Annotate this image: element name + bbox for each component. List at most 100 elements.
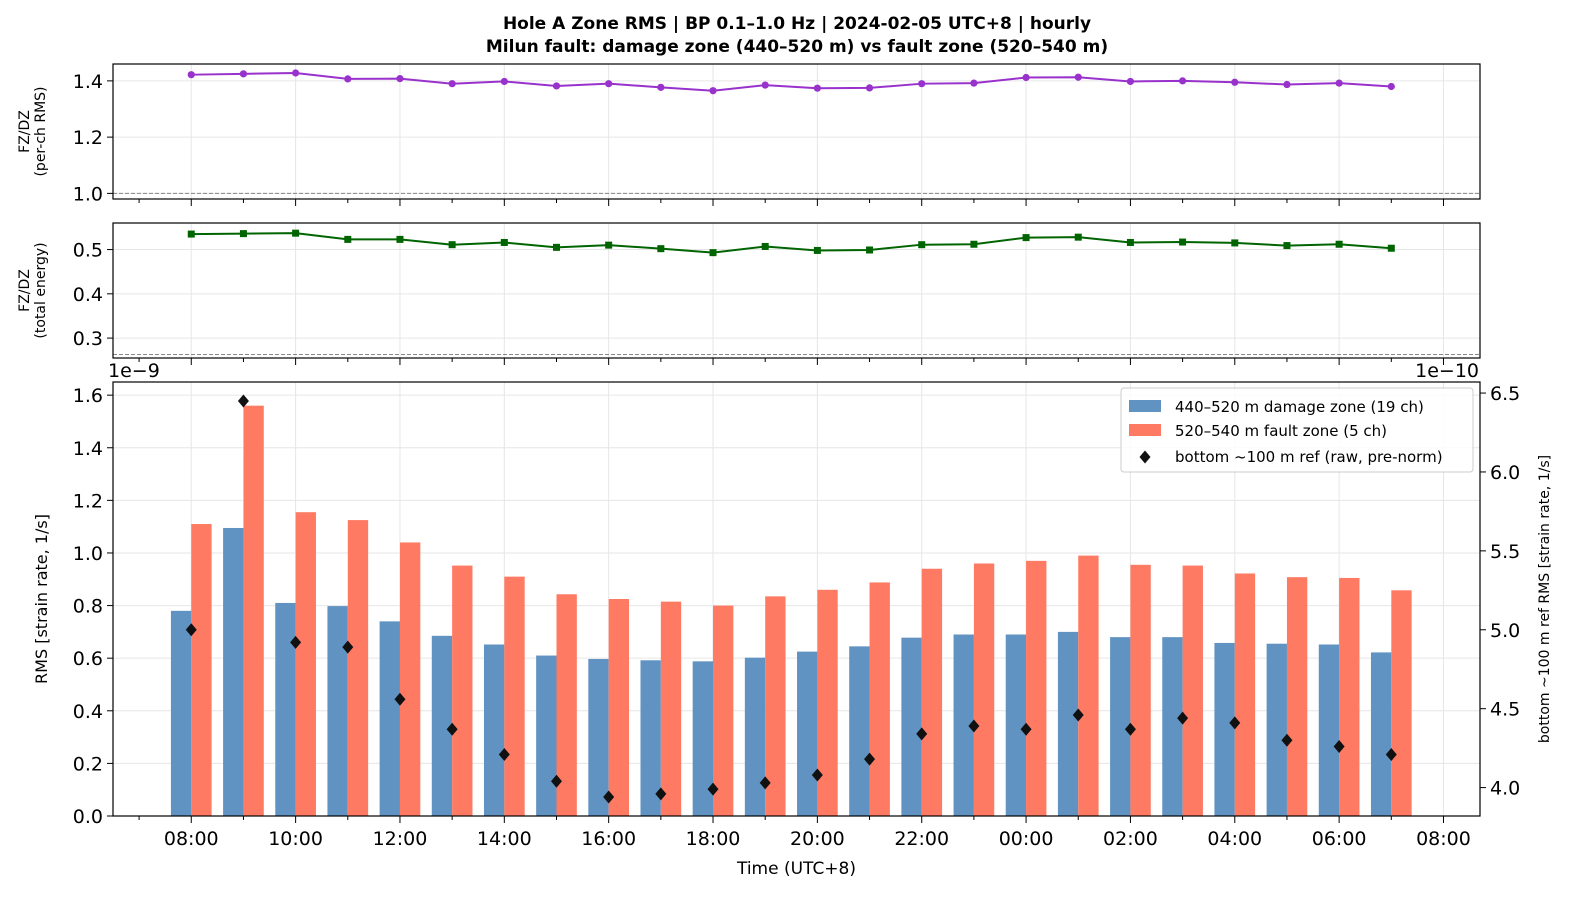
y-offset-right: 1e−10 [1415,360,1479,382]
data-point [761,81,769,89]
bar-damage-zone [1370,652,1392,816]
ref-point [759,776,771,790]
x-tick-label: 18:00 [686,828,741,850]
data-point [292,229,300,237]
bar-fault-zone [1391,590,1412,816]
bar-damage-zone [1057,631,1079,816]
bar-fault-zone [399,542,421,816]
y-tick-label: 0.3 [73,328,103,350]
ref-point [1072,708,1084,722]
bar-fault-zone [713,605,734,816]
bar-damage-zone [327,606,348,816]
ref-point [1229,716,1241,730]
bar-fault-zone [504,576,525,816]
bar-fault-zone [347,520,369,816]
data-point [1335,79,1343,87]
ref-point [864,752,876,766]
data-point [1283,242,1291,250]
y-tick-label: 1.4 [73,71,103,93]
bar-damage-zone [483,644,505,816]
ref-point [237,394,249,408]
data-point [344,235,352,243]
data-point [813,84,821,92]
data-point [1387,82,1395,91]
bar-fault-zone [921,568,943,816]
x-tick-label: 16:00 [581,828,636,850]
data-point [552,243,560,251]
ref-point [1177,711,1189,725]
y-right-tick-label: 4.5 [1490,699,1520,721]
y-tick-label: 1.2 [73,490,103,512]
data-point [396,75,404,83]
bar-fault-zone [243,405,264,816]
bar-damage-zone [849,646,870,816]
y-axis-label-line2: (per-ch RMS) [33,86,49,176]
y-tick-label: 1.0 [73,543,103,565]
data-point [500,238,508,246]
data-point [1022,234,1030,242]
ref-point [1281,733,1293,747]
data-point [1022,73,1030,82]
legend-swatch-fault-zone [1129,424,1161,436]
legend-box [1120,387,1474,473]
data-point [813,246,821,254]
y-offset-left: 1e−9 [108,360,160,382]
y-axis-label-line1: FZ/DZ [17,110,33,153]
bar-fault-zone [817,589,838,816]
data-point [396,235,404,243]
data-point [1178,77,1187,85]
data-point [1231,78,1239,86]
figure-title-line1: Hole A Zone RMS | BP 0.1–1.0 Hz | 2024-0… [503,14,1091,34]
panel-ratio-total-energy: 0.3 0.4 0.5 FZ/DZ(total energy) [17,222,1481,365]
data-point [552,82,561,90]
bar-damage-zone [379,621,400,816]
y-right-tick-label: 6.0 [1490,462,1520,484]
data-point [970,240,978,248]
bar-fault-zone [1182,565,1203,816]
y-tick-label: 0.4 [73,701,103,723]
data-point [239,70,248,78]
bar-fault-zone [1130,564,1151,816]
data-point [344,75,352,83]
bar-fault-zone [973,563,995,816]
ref-point [1020,722,1032,736]
ref-point [811,768,823,782]
data-point [448,80,456,88]
y-tick-label: 0.4 [73,284,103,306]
y-right-axis-label: bottom ~100 m ref RMS [strain rate, 1/s] [1537,455,1553,743]
legend-label-fault-zone: 520–540 m fault zone (5 ch) [1175,422,1387,440]
bar-fault-zone [452,565,473,816]
bar-damage-zone [1162,637,1183,816]
y-tick-label: 0.8 [73,596,103,618]
bar-fault-zone [608,599,630,816]
bar-damage-zone [1110,637,1131,816]
bar-fault-zone [1234,573,1256,816]
data-point [1126,238,1134,246]
data-point [918,80,926,88]
bar-damage-zone [588,658,609,816]
bar-damage-zone [536,655,557,816]
ref-point [290,635,302,649]
data-point [918,241,926,249]
ref-point [550,774,562,788]
bar-damage-zone [275,602,296,816]
bar-damage-zone [692,661,714,816]
data-point [1074,233,1082,241]
series-line [191,71,1392,92]
x-tick-label: 22:00 [894,828,949,850]
data-point [448,241,456,249]
ref-point [342,640,354,654]
y-axis-label-line1: FZ/DZ [17,269,33,312]
y-right-tick-label: 4.0 [1490,778,1520,800]
bar-damage-zone [1266,643,1287,816]
data-point [239,230,247,238]
axes-frame [112,63,1481,200]
series-line [191,232,1392,254]
x-tick-label: 00:00 [999,828,1054,850]
y-axis-label-line2: (total energy) [33,242,49,338]
y-tick-label: 1.6 [73,385,103,407]
ref-point [1385,747,1397,761]
x-tick-label: 08:00 [1416,828,1471,850]
x-tick-label: 06:00 [1312,828,1367,850]
data-point [605,241,613,249]
